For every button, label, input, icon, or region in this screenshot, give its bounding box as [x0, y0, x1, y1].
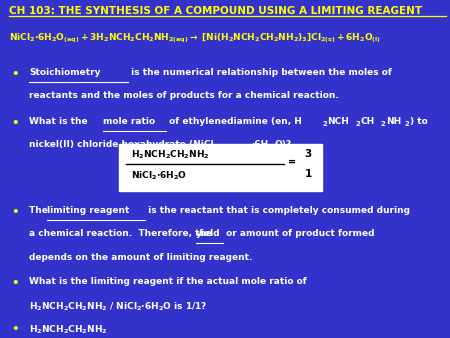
Text: 2: 2	[245, 145, 250, 151]
Text: reactants and the moles of products for a chemical reaction.: reactants and the moles of products for …	[29, 91, 339, 100]
Text: NCH: NCH	[328, 117, 350, 126]
Text: 3: 3	[305, 149, 312, 159]
Text: nickel(II) chloride hexahydrate (NiCl: nickel(II) chloride hexahydrate (NiCl	[29, 140, 214, 149]
Text: 2: 2	[380, 121, 385, 127]
Text: $\mathbf{H_2NCH_2CH_2NH_2}$: $\mathbf{H_2NCH_2CH_2NH_2}$	[29, 323, 108, 336]
Text: 1: 1	[305, 169, 312, 179]
Text: yield: yield	[196, 229, 220, 238]
Text: 2: 2	[404, 121, 409, 127]
Text: CH: CH	[361, 117, 375, 126]
Text: The: The	[29, 206, 51, 215]
Text: 2: 2	[356, 121, 360, 127]
Text: O)?: O)?	[274, 140, 292, 149]
Text: Stoichiometry: Stoichiometry	[29, 68, 101, 77]
Text: ) to: ) to	[410, 117, 427, 126]
Text: NH: NH	[386, 117, 401, 126]
Text: What is the: What is the	[29, 117, 91, 126]
Text: limiting reagent: limiting reagent	[47, 206, 129, 215]
Text: $\mathbf{H_2NCH_2CH_2NH_2}$: $\mathbf{H_2NCH_2CH_2NH_2}$	[130, 149, 209, 161]
Text: •: •	[11, 117, 19, 129]
Text: •: •	[11, 68, 19, 80]
Text: mole ratio: mole ratio	[103, 117, 155, 126]
Text: •: •	[11, 206, 19, 218]
Text: •: •	[11, 323, 19, 336]
Text: depends on the amount of limiting reagent.: depends on the amount of limiting reagen…	[29, 253, 252, 262]
Text: ·6H: ·6H	[251, 140, 268, 149]
Text: 2: 2	[269, 145, 274, 151]
Text: What is the limiting reagent if the actual mole ratio of: What is the limiting reagent if the actu…	[29, 277, 307, 286]
Text: $\mathbf{NiCl_2{\cdot}6H_2O_{(aq)} + 3H_2NCH_2CH_2NH_{2(aq)} \rightarrow \ [Ni(H: $\mathbf{NiCl_2{\cdot}6H_2O_{(aq)} + 3H_…	[9, 32, 381, 45]
Text: •: •	[11, 277, 19, 290]
Text: $\mathbf{NiCl_2{\cdot}6H_2O}$: $\mathbf{NiCl_2{\cdot}6H_2O}$	[130, 169, 187, 182]
Text: of ethylenediamine (en, H: of ethylenediamine (en, H	[166, 117, 302, 126]
Text: =: =	[288, 157, 296, 167]
Text: is the numerical relationship between the moles of: is the numerical relationship between th…	[128, 68, 392, 77]
Text: or amount of product formed: or amount of product formed	[223, 229, 375, 238]
Text: is the reactant that is completely consumed during: is the reactant that is completely consu…	[145, 206, 410, 215]
Text: CH 103: THE SYNTHESIS OF A COMPOUND USING A LIMITING REAGENT: CH 103: THE SYNTHESIS OF A COMPOUND USIN…	[9, 6, 422, 16]
Text: a chemical reaction.  Therefore, the: a chemical reaction. Therefore, the	[29, 229, 216, 238]
Text: $\mathbf{H_2NCH_2CH_2NH_2}$ / $\mathbf{NiCl_2{\cdot}6H_2O}$ is 1/1?: $\mathbf{H_2NCH_2CH_2NH_2}$ / $\mathbf{N…	[29, 300, 208, 313]
FancyBboxPatch shape	[119, 144, 322, 191]
Text: 2: 2	[322, 121, 327, 127]
